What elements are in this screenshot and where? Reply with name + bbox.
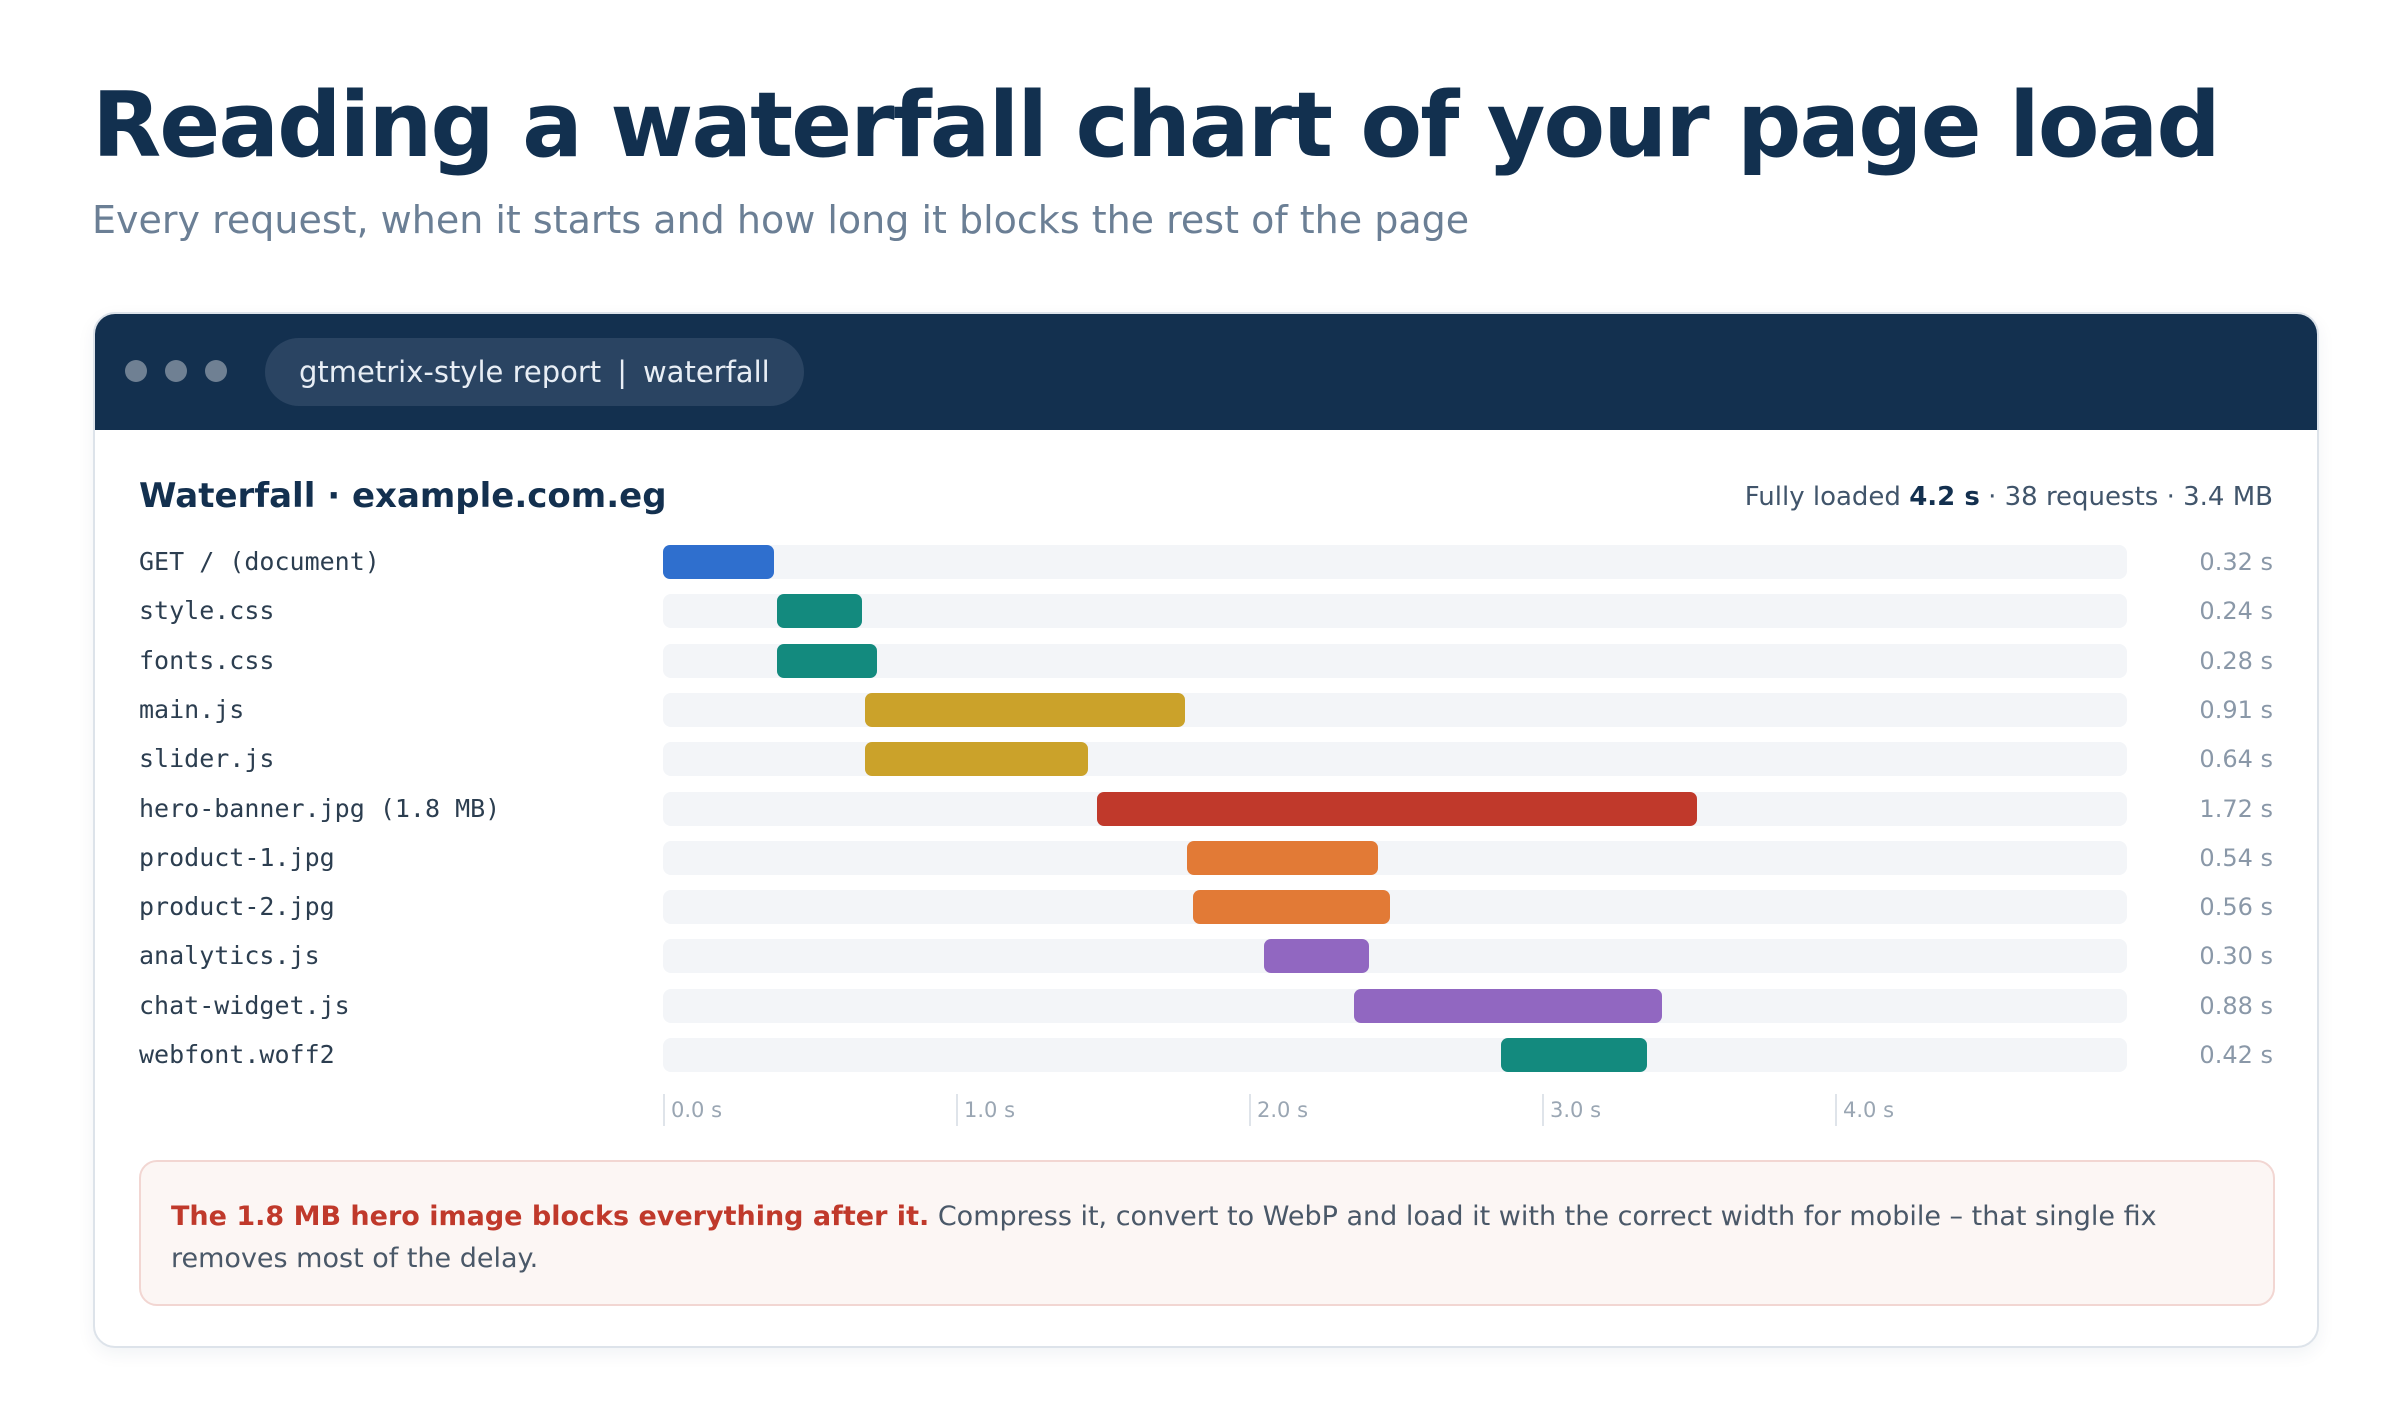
request-track — [663, 644, 2127, 678]
request-label: product-1.jpg — [139, 843, 335, 872]
request-track — [663, 594, 2127, 628]
window-titlebar: gtmetrix-style report | waterfall — [95, 314, 2317, 430]
request-label: main.js — [139, 695, 245, 724]
report-tab-view: waterfall — [642, 355, 770, 389]
request-bar[interactable] — [1354, 989, 1663, 1023]
request-label: fonts.css — [139, 646, 275, 675]
callout-headline: The 1.8 MB hero image blocks everything … — [171, 1201, 930, 1232]
callout-body: Compress it, convert to WebP and load it… — [171, 1201, 2157, 1274]
summary-prefix: Fully loaded — [1744, 482, 1901, 512]
request-track — [663, 545, 2127, 579]
request-bar[interactable] — [777, 594, 863, 628]
request-duration: 1.72 s — [2199, 795, 2273, 823]
request-bar[interactable] — [1193, 890, 1390, 924]
request-bar[interactable] — [1500, 1038, 1648, 1072]
request-label: analytics.js — [139, 941, 320, 970]
request-label: slider.js — [139, 744, 275, 773]
page-title: Reading a waterfall chart of your page l… — [92, 73, 2221, 178]
waterfall-title: Waterfall · example.com.eg — [139, 476, 667, 516]
request-duration: 0.56 s — [2199, 893, 2273, 921]
report-tab[interactable]: gtmetrix-style report | waterfall — [265, 338, 804, 406]
request-bar[interactable] — [777, 644, 877, 678]
window-dot-minimize[interactable] — [165, 360, 187, 382]
summary-load-time: 4.2 s — [1909, 482, 1980, 512]
x-axis-tick-label: 1.0 s — [964, 1098, 1016, 1122]
request-duration: 0.30 s — [2199, 942, 2273, 970]
x-axis-tick — [1835, 1094, 1837, 1126]
request-duration: 0.64 s — [2199, 745, 2273, 773]
request-bar[interactable] — [865, 693, 1185, 727]
request-duration: 0.91 s — [2199, 696, 2273, 724]
request-duration: 0.42 s — [2199, 1041, 2273, 1069]
request-track — [663, 1038, 2127, 1072]
request-duration: 0.32 s — [2199, 548, 2273, 576]
x-axis-tick — [1542, 1094, 1544, 1126]
x-axis-tick-label: 0.0 s — [671, 1098, 723, 1122]
report-tab-separator: | — [617, 355, 627, 389]
request-duration: 0.88 s — [2199, 992, 2273, 1020]
report-window: gtmetrix-style report | waterfall Waterf… — [93, 312, 2319, 1348]
load-summary: Fully loaded 4.2 s · 38 requests · 3.4 M… — [1745, 482, 2273, 512]
request-label: webfont.woff2 — [139, 1040, 335, 1069]
window-dot-close[interactable] — [125, 360, 147, 382]
request-bar[interactable] — [1187, 841, 1378, 875]
summary-details: · 38 requests · 3.4 MB — [1988, 482, 2273, 512]
window-dot-maximize[interactable] — [205, 360, 227, 382]
insight-callout: The 1.8 MB hero image blocks everything … — [139, 1160, 2275, 1306]
x-axis-tick — [1249, 1094, 1251, 1126]
request-duration: 0.54 s — [2199, 844, 2273, 872]
request-duration: 0.28 s — [2199, 647, 2273, 675]
request-label: chat-widget.js — [139, 991, 350, 1020]
request-track — [663, 939, 2127, 973]
request-track — [663, 890, 2127, 924]
request-bar[interactable] — [1263, 939, 1370, 973]
x-axis-tick-label: 2.0 s — [1257, 1098, 1309, 1122]
x-axis-tick — [663, 1094, 665, 1126]
x-axis-tick-label: 3.0 s — [1550, 1098, 1602, 1122]
request-label: style.css — [139, 596, 275, 625]
report-tab-label: gtmetrix-style report — [299, 355, 602, 389]
request-label: GET / (document) — [139, 547, 380, 576]
request-duration: 0.24 s — [2199, 597, 2273, 625]
request-label: product-2.jpg — [139, 892, 335, 921]
page-subtitle: Every request, when it starts and how lo… — [92, 198, 1470, 242]
request-bar[interactable] — [1096, 792, 1698, 826]
request-bar[interactable] — [663, 545, 775, 579]
request-label: hero-banner.jpg (1.8 MB) — [139, 794, 501, 823]
x-axis-tick — [956, 1094, 958, 1126]
request-track — [663, 841, 2127, 875]
x-axis-tick-label: 4.0 s — [1843, 1098, 1895, 1122]
request-bar[interactable] — [865, 742, 1088, 776]
